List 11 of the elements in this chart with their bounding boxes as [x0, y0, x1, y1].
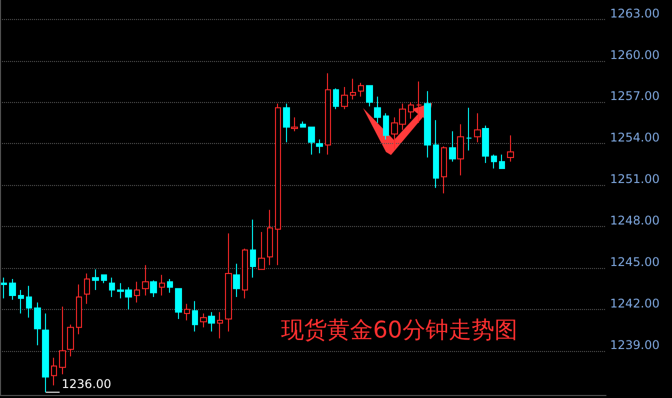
text: 现货黄金60分钟走势图 — [281, 318, 518, 344]
y-tick-label: 1245.00 — [610, 254, 660, 269]
y-tick-label: 1260.00 — [610, 48, 660, 62]
y-tick-label: 1239.00 — [610, 338, 660, 352]
y-tick-label: 1254.00 — [610, 130, 660, 145]
y-tick-label: 1248.00 — [610, 214, 660, 228]
annotation: 1236.00 — [62, 377, 112, 392]
y-tick-label: 1257.00 — [610, 89, 660, 104]
y-tick-label: 1263.00 — [610, 6, 660, 20]
y-tick-label: 1251.00 — [610, 172, 660, 186]
y-tick-label: 1242.00 — [610, 296, 660, 310]
